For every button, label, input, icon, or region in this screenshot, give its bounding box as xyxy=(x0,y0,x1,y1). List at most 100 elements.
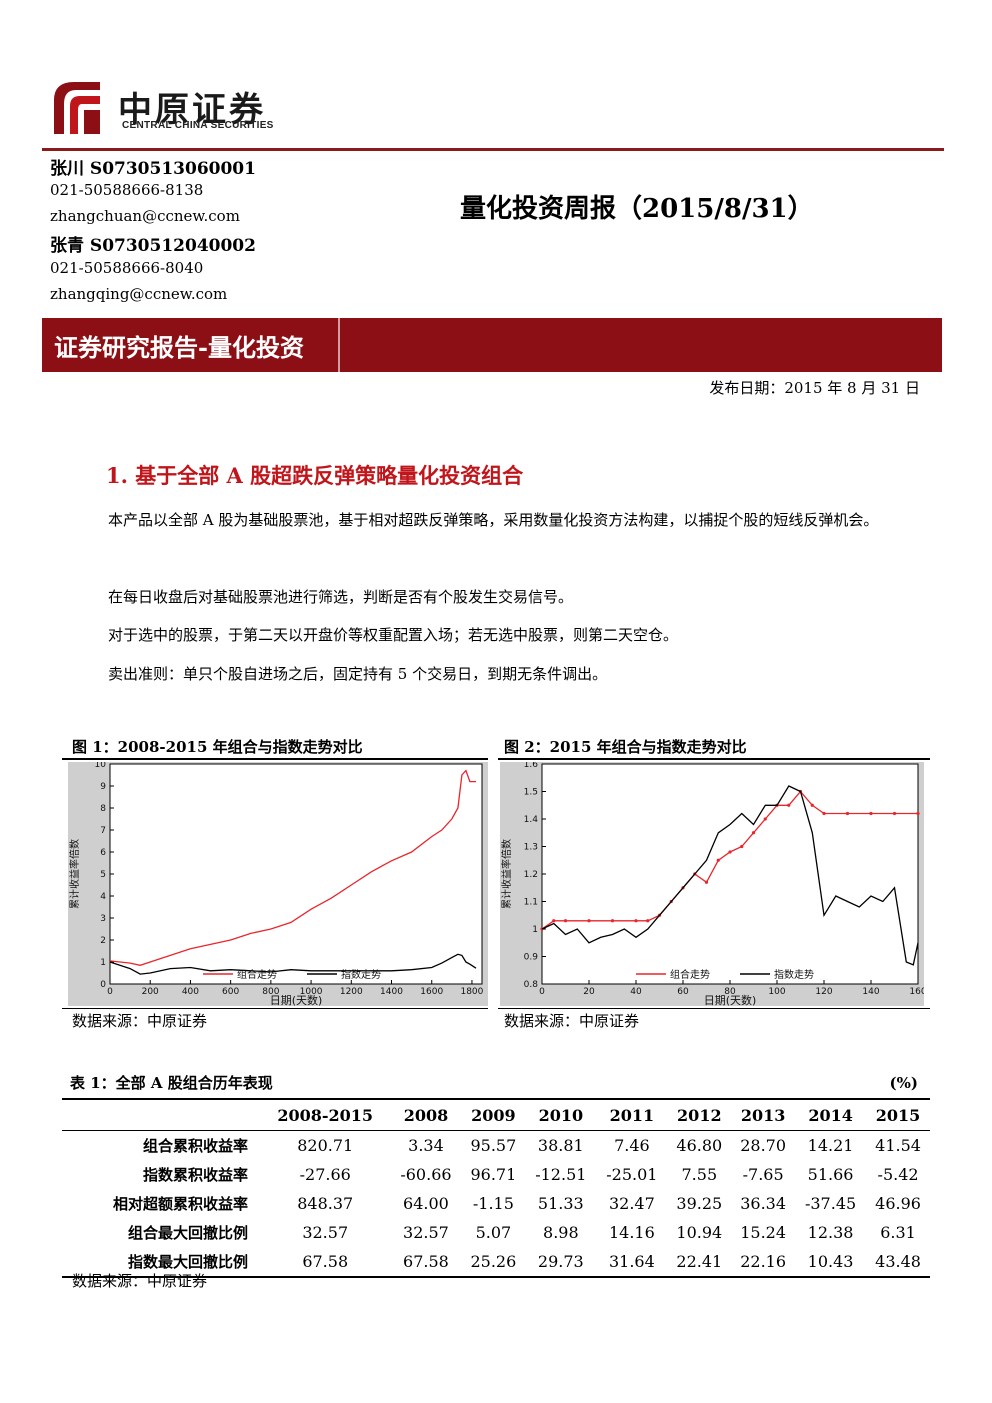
y-tick-label: 10 xyxy=(95,762,107,770)
y-tick-label: 3 xyxy=(100,914,106,924)
table-cell: -12.51 xyxy=(535,1165,587,1184)
table-cell: 43.48 xyxy=(866,1247,930,1278)
y-tick-label: 1 xyxy=(100,958,106,968)
y-tick-label: 1.4 xyxy=(524,815,539,825)
figure-1-title: 图 1：2008-2015 年组合与指数走势对比 xyxy=(72,738,363,756)
y-tick-label: 1.2 xyxy=(524,870,538,880)
y-axis-label: 累计收益率倍数 xyxy=(68,839,81,909)
x-tick-label: 40 xyxy=(630,987,642,997)
data-point xyxy=(822,811,826,816)
y-tick-label: 0 xyxy=(100,980,106,990)
table-cell: 31.64 xyxy=(596,1247,668,1278)
table-cell: 46.80 xyxy=(676,1136,723,1155)
chart-1: 0 200 400 600 800 1000 1200 1400 1600 1800 0 1 2 3 4 5 6… xyxy=(68,762,488,1006)
author-2-phone: 021-50588666-8040 xyxy=(50,259,204,277)
data-point xyxy=(704,880,709,884)
table-cell: 14.21 xyxy=(807,1136,854,1155)
table-cell: 8.98 xyxy=(543,1223,579,1242)
table-cell: 22.41 xyxy=(667,1247,732,1278)
x-tick-label: 160 xyxy=(909,987,924,997)
table-row: 指数最大回撤比例 67.58 67.58 25.26 29.73 31.64 22.41 22… xyxy=(62,1247,930,1278)
x-tick-label: 200 xyxy=(142,987,159,997)
data-point xyxy=(634,919,638,923)
legend-label: 指数走势 xyxy=(774,968,814,981)
table-cell: 67.58 xyxy=(390,1247,462,1278)
column-header: 2008-2015 xyxy=(260,1099,391,1131)
row-label: 指数累积收益率 xyxy=(142,1166,248,1184)
table-cell: 95.57 xyxy=(470,1136,517,1155)
data-point xyxy=(587,919,591,923)
table-cell: -25.01 xyxy=(606,1165,658,1184)
y-tick-label: 8 xyxy=(100,804,106,814)
legend-label: 组合走势 xyxy=(670,968,710,981)
table-source: 数据来源：中原证券 xyxy=(72,1272,208,1290)
table-cell: 14.16 xyxy=(608,1223,655,1242)
data-point xyxy=(552,919,556,923)
table-cell: -27.66 xyxy=(299,1165,351,1184)
x-tick-label: 20 xyxy=(583,987,595,997)
x-tick-label: 100 xyxy=(768,987,785,997)
table-header-row: 2008-2015 2008 2009 2010 2011 2012 2013 … xyxy=(62,1099,930,1131)
author-2-email: zhangqing@ccnew.com xyxy=(50,285,228,303)
category-banner: 证券研究报告-量化投资 xyxy=(42,318,942,372)
row-label: 组合累积收益率 xyxy=(142,1137,248,1155)
series-line-portfolio xyxy=(541,790,918,930)
brand-name-cn: 中原证券 xyxy=(118,90,266,130)
table-unit: (%) xyxy=(889,1074,918,1092)
legend: 组合走势 指数走势 xyxy=(636,968,814,981)
x-tick-label: 1000 xyxy=(300,987,323,997)
row-label: 指数最大回撤比例 xyxy=(62,1247,260,1278)
x-tick-label: 1400 xyxy=(380,987,403,997)
column-header: 2015 xyxy=(866,1099,930,1131)
paragraph-text: 本产品以全部 A 股为基础股票池，基于相对超跌反弹策略，采用数量化投资方法构建，… xyxy=(108,511,879,529)
publish-date: 发布日期：2015 年 8 月 31 日 xyxy=(709,379,920,397)
y-tick-label: 1.3 xyxy=(524,843,538,853)
table-cell: 46.96 xyxy=(875,1194,921,1213)
table-row: 指数累积收益率 -27.66 -60.66 96.71 -12.51 -25.01 7.55… xyxy=(62,1160,930,1189)
data-point xyxy=(610,919,615,923)
column-header: 2009 xyxy=(461,1099,526,1131)
data-point xyxy=(763,817,767,821)
column-header: 2008 xyxy=(390,1099,462,1131)
series-line-index xyxy=(541,785,919,966)
data-point xyxy=(845,811,850,816)
column-header: 2011 xyxy=(596,1099,668,1131)
y-tick-label: 2 xyxy=(100,936,106,946)
author-1-phone: 021-50588666-8138 xyxy=(50,181,204,199)
paragraph-text: 对于选中的股票，于第二天以开盘价等权重配置入场；若无选中股票，则第二天空仓。 xyxy=(108,626,679,644)
author-1-email: zhangchuan@ccnew.com xyxy=(50,207,240,225)
data-point xyxy=(716,858,720,862)
data-point xyxy=(916,811,920,816)
table-cell: 15.24 xyxy=(740,1223,787,1242)
data-point xyxy=(787,803,791,807)
row-label: 相对超额累积收益率 xyxy=(112,1195,248,1213)
table-cell: 6.31 xyxy=(880,1223,916,1242)
y-tick-label: 1.6 xyxy=(524,762,539,770)
table-title: 表 1：全部 A 股组合历年表现 xyxy=(70,1074,273,1092)
x-tick-label: 60 xyxy=(677,987,689,997)
table-cell: 67.58 xyxy=(260,1247,391,1278)
x-tick-label: 1600 xyxy=(420,987,443,997)
performance-table: 2008-2015 2008 2009 2010 2011 2012 2013 … xyxy=(62,1098,930,1278)
paragraph: 卖出准则：单只个股自进场之后，固定持有 5 个交易日，到期无条件调出。 xyxy=(70,659,926,689)
series-line-index xyxy=(109,953,477,975)
banner-divider xyxy=(338,318,340,372)
plot-area xyxy=(109,763,483,985)
figure-1-rule xyxy=(62,758,488,760)
table-cell: 10.43 xyxy=(795,1247,867,1278)
data-point xyxy=(728,850,732,854)
plot-area xyxy=(541,763,919,985)
table-cell: 3.34 xyxy=(408,1136,444,1155)
logo-mark-icon xyxy=(52,78,104,136)
data-point xyxy=(646,919,650,923)
legend-label: 组合走势 xyxy=(237,968,277,981)
column-header: 2014 xyxy=(795,1099,867,1131)
table-cell: 820.71 xyxy=(297,1136,354,1155)
x-tick-label: 80 xyxy=(724,987,736,997)
row-label: 组合最大回撤比例 xyxy=(127,1224,248,1242)
banner-label: 证券研究报告-量化投资 xyxy=(54,333,304,362)
paragraph: 对于选中的股票，于第二天以开盘价等权重配置入场；若无选中股票，则第二天空仓。 xyxy=(70,620,926,650)
table-cell: -7.65 xyxy=(742,1165,784,1184)
data-point xyxy=(740,844,744,849)
table-row: 相对超额累积收益率 848.37 64.00 -1.15 51.33 32.47 39.25… xyxy=(62,1189,930,1218)
